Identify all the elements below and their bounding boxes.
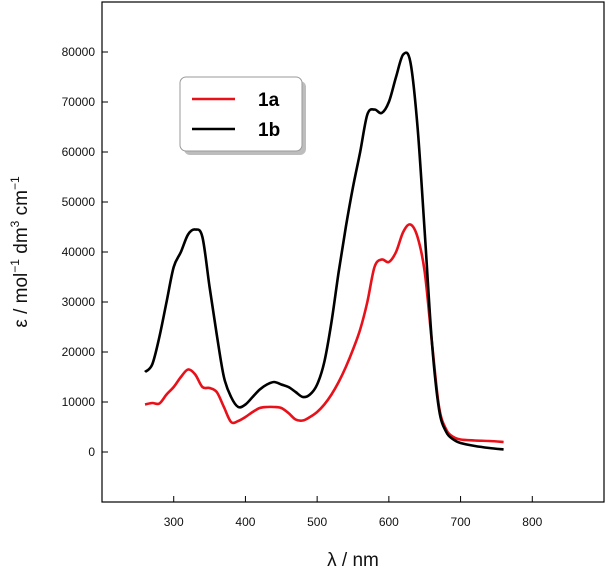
x-tick-label: 600 bbox=[379, 515, 399, 529]
y-title-sup1: −1 bbox=[8, 259, 22, 273]
y-axis-ticks: 0 10000 20000 30000 40000 50000 60000 70000 8000… bbox=[62, 45, 108, 459]
x-tick-label: 500 bbox=[307, 515, 327, 529]
x-tick-label: 300 bbox=[164, 515, 184, 529]
y-axis-title: ε / mol−1 dm3 cm−1 bbox=[8, 176, 32, 328]
y-tick-label: 10000 bbox=[62, 395, 96, 409]
y-tick-label: 80000 bbox=[62, 45, 96, 59]
y-tick-label: 0 bbox=[88, 445, 95, 459]
legend-box bbox=[179, 76, 303, 152]
legend-label-1a: 1a bbox=[258, 90, 280, 111]
y-title-sup2: 3 bbox=[8, 220, 22, 227]
y-tick-label: 50000 bbox=[62, 195, 96, 209]
y-tick-label: 70000 bbox=[62, 95, 96, 109]
x-axis-ticks: 300 400 500 600 700 800 bbox=[164, 496, 543, 529]
y-tick-label: 30000 bbox=[62, 295, 96, 309]
x-axis-title: λ / nm bbox=[327, 550, 379, 571]
series-group bbox=[144, 51, 504, 451]
y-title-mid: dm bbox=[11, 227, 32, 259]
x-tick-label: 800 bbox=[522, 515, 542, 529]
series-line-1a bbox=[144, 223, 504, 444]
y-title-sup3: −1 bbox=[8, 176, 22, 190]
x-tick-label: 400 bbox=[235, 515, 255, 529]
legend-label-1b: 1b bbox=[258, 120, 280, 141]
x-tick-label: 700 bbox=[451, 515, 471, 529]
y-tick-label: 40000 bbox=[62, 245, 96, 259]
series-line-1b bbox=[144, 51, 504, 451]
legend: 1a 1b bbox=[179, 76, 306, 155]
plot-frame bbox=[101, 1, 605, 503]
y-tick-label: 60000 bbox=[62, 145, 96, 159]
y-tick-label: 20000 bbox=[62, 345, 96, 359]
y-title-base: ε / mol bbox=[11, 273, 32, 328]
y-title-mid2: cm bbox=[11, 190, 32, 221]
